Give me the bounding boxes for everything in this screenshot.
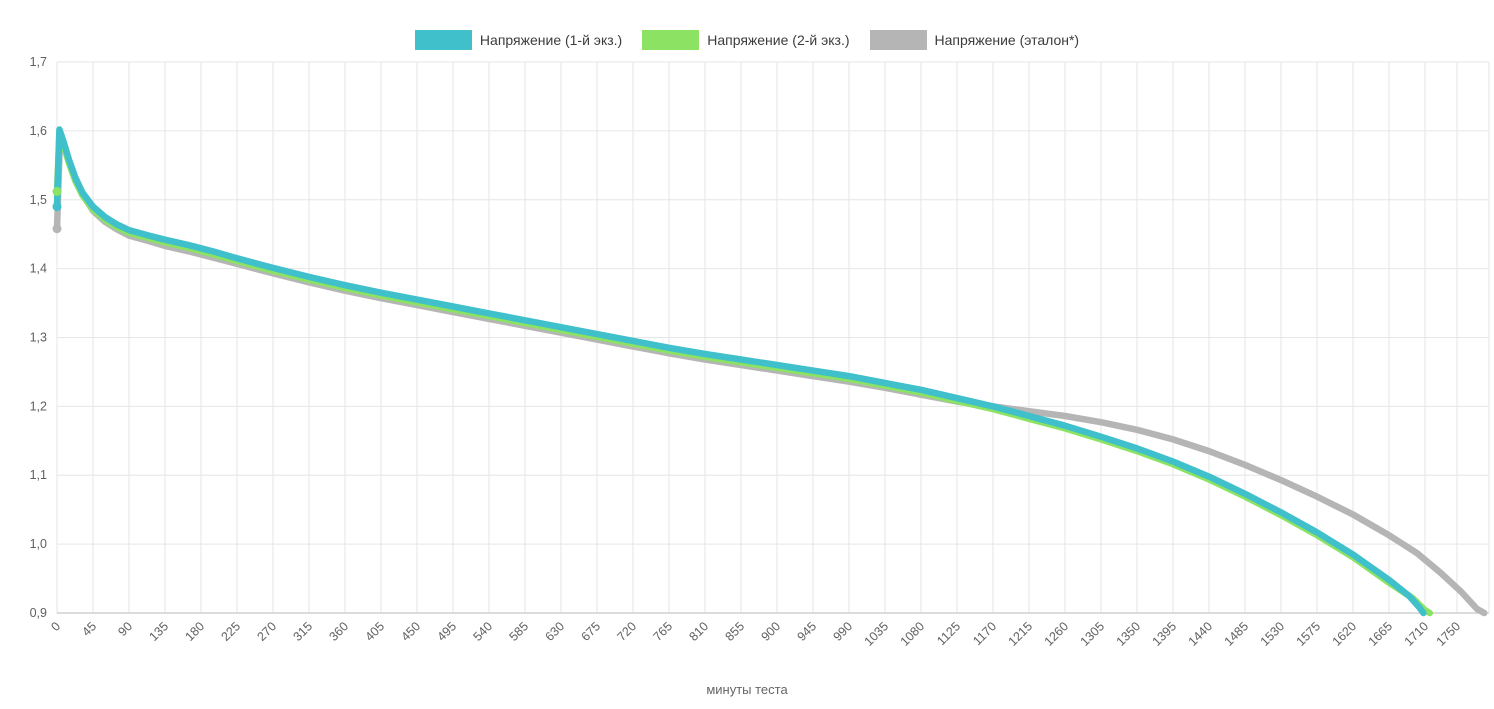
svg-text:855: 855 bbox=[722, 619, 747, 644]
legend-label-series2: Напряжение (2-й экз.) bbox=[707, 32, 850, 48]
svg-text:900: 900 bbox=[758, 619, 783, 644]
svg-text:1530: 1530 bbox=[1258, 619, 1288, 649]
svg-text:1260: 1260 bbox=[1042, 619, 1072, 649]
svg-text:1,1: 1,1 bbox=[30, 468, 47, 482]
svg-text:1750: 1750 bbox=[1434, 619, 1464, 649]
svg-text:135: 135 bbox=[146, 619, 171, 644]
x-axis-title: минуты теста bbox=[706, 682, 788, 697]
svg-text:90: 90 bbox=[115, 619, 135, 639]
svg-text:630: 630 bbox=[542, 619, 567, 644]
svg-text:45: 45 bbox=[79, 619, 99, 639]
svg-text:180: 180 bbox=[182, 619, 207, 644]
svg-text:540: 540 bbox=[470, 619, 495, 644]
svg-text:1395: 1395 bbox=[1150, 619, 1180, 649]
svg-text:585: 585 bbox=[506, 619, 531, 644]
svg-text:1035: 1035 bbox=[862, 619, 892, 649]
legend-swatch-series3-icon bbox=[869, 30, 927, 50]
svg-text:1,6: 1,6 bbox=[30, 124, 47, 138]
legend-swatch-series2-icon bbox=[642, 30, 700, 50]
svg-text:1440: 1440 bbox=[1186, 619, 1216, 649]
svg-text:315: 315 bbox=[290, 619, 315, 644]
legend-item-series2[interactable]: Напряжение (2-й экз.) bbox=[642, 30, 850, 50]
svg-text:0: 0 bbox=[48, 619, 63, 634]
svg-text:765: 765 bbox=[650, 619, 675, 644]
svg-text:0,9: 0,9 bbox=[30, 606, 47, 620]
svg-text:1620: 1620 bbox=[1330, 619, 1360, 649]
svg-text:405: 405 bbox=[362, 619, 387, 644]
svg-text:1125: 1125 bbox=[934, 619, 963, 648]
svg-text:1485: 1485 bbox=[1222, 619, 1252, 649]
svg-text:1710: 1710 bbox=[1402, 619, 1432, 649]
legend-label-series3: Напряжение (эталон*) bbox=[934, 32, 1080, 48]
svg-text:675: 675 bbox=[578, 619, 603, 644]
svg-text:1215: 1215 bbox=[1006, 619, 1036, 649]
legend-item-series3[interactable]: Напряжение (эталон*) bbox=[869, 30, 1080, 50]
svg-text:720: 720 bbox=[614, 619, 639, 644]
svg-text:270: 270 bbox=[254, 619, 279, 644]
legend: Напряжение (1-й экз.) Напряжение (2-й эк… bbox=[0, 30, 1494, 50]
svg-text:1305: 1305 bbox=[1078, 619, 1108, 649]
svg-text:990: 990 bbox=[830, 619, 855, 644]
svg-text:945: 945 bbox=[794, 619, 819, 644]
svg-text:360: 360 bbox=[326, 619, 351, 644]
svg-text:1575: 1575 bbox=[1294, 619, 1324, 649]
svg-text:810: 810 bbox=[686, 619, 711, 644]
svg-text:1080: 1080 bbox=[898, 619, 928, 649]
svg-text:1,5: 1,5 bbox=[30, 193, 47, 207]
svg-text:1,0: 1,0 bbox=[30, 537, 47, 551]
svg-text:1,2: 1,2 bbox=[30, 399, 47, 413]
svg-text:225: 225 bbox=[218, 619, 243, 644]
svg-text:1,3: 1,3 bbox=[30, 331, 47, 345]
svg-text:1170: 1170 bbox=[970, 619, 999, 648]
svg-text:1,7: 1,7 bbox=[30, 55, 47, 69]
svg-text:1665: 1665 bbox=[1366, 619, 1396, 649]
svg-text:1350: 1350 bbox=[1114, 619, 1144, 649]
legend-label-series1: Напряжение (1-й экз.) bbox=[479, 32, 623, 48]
legend-swatch-series1-icon bbox=[414, 30, 472, 50]
legend-item-series1[interactable]: Напряжение (1-й экз.) bbox=[414, 30, 623, 50]
svg-text:495: 495 bbox=[434, 619, 459, 644]
svg-text:1,4: 1,4 bbox=[30, 262, 47, 276]
svg-text:450: 450 bbox=[398, 619, 423, 644]
